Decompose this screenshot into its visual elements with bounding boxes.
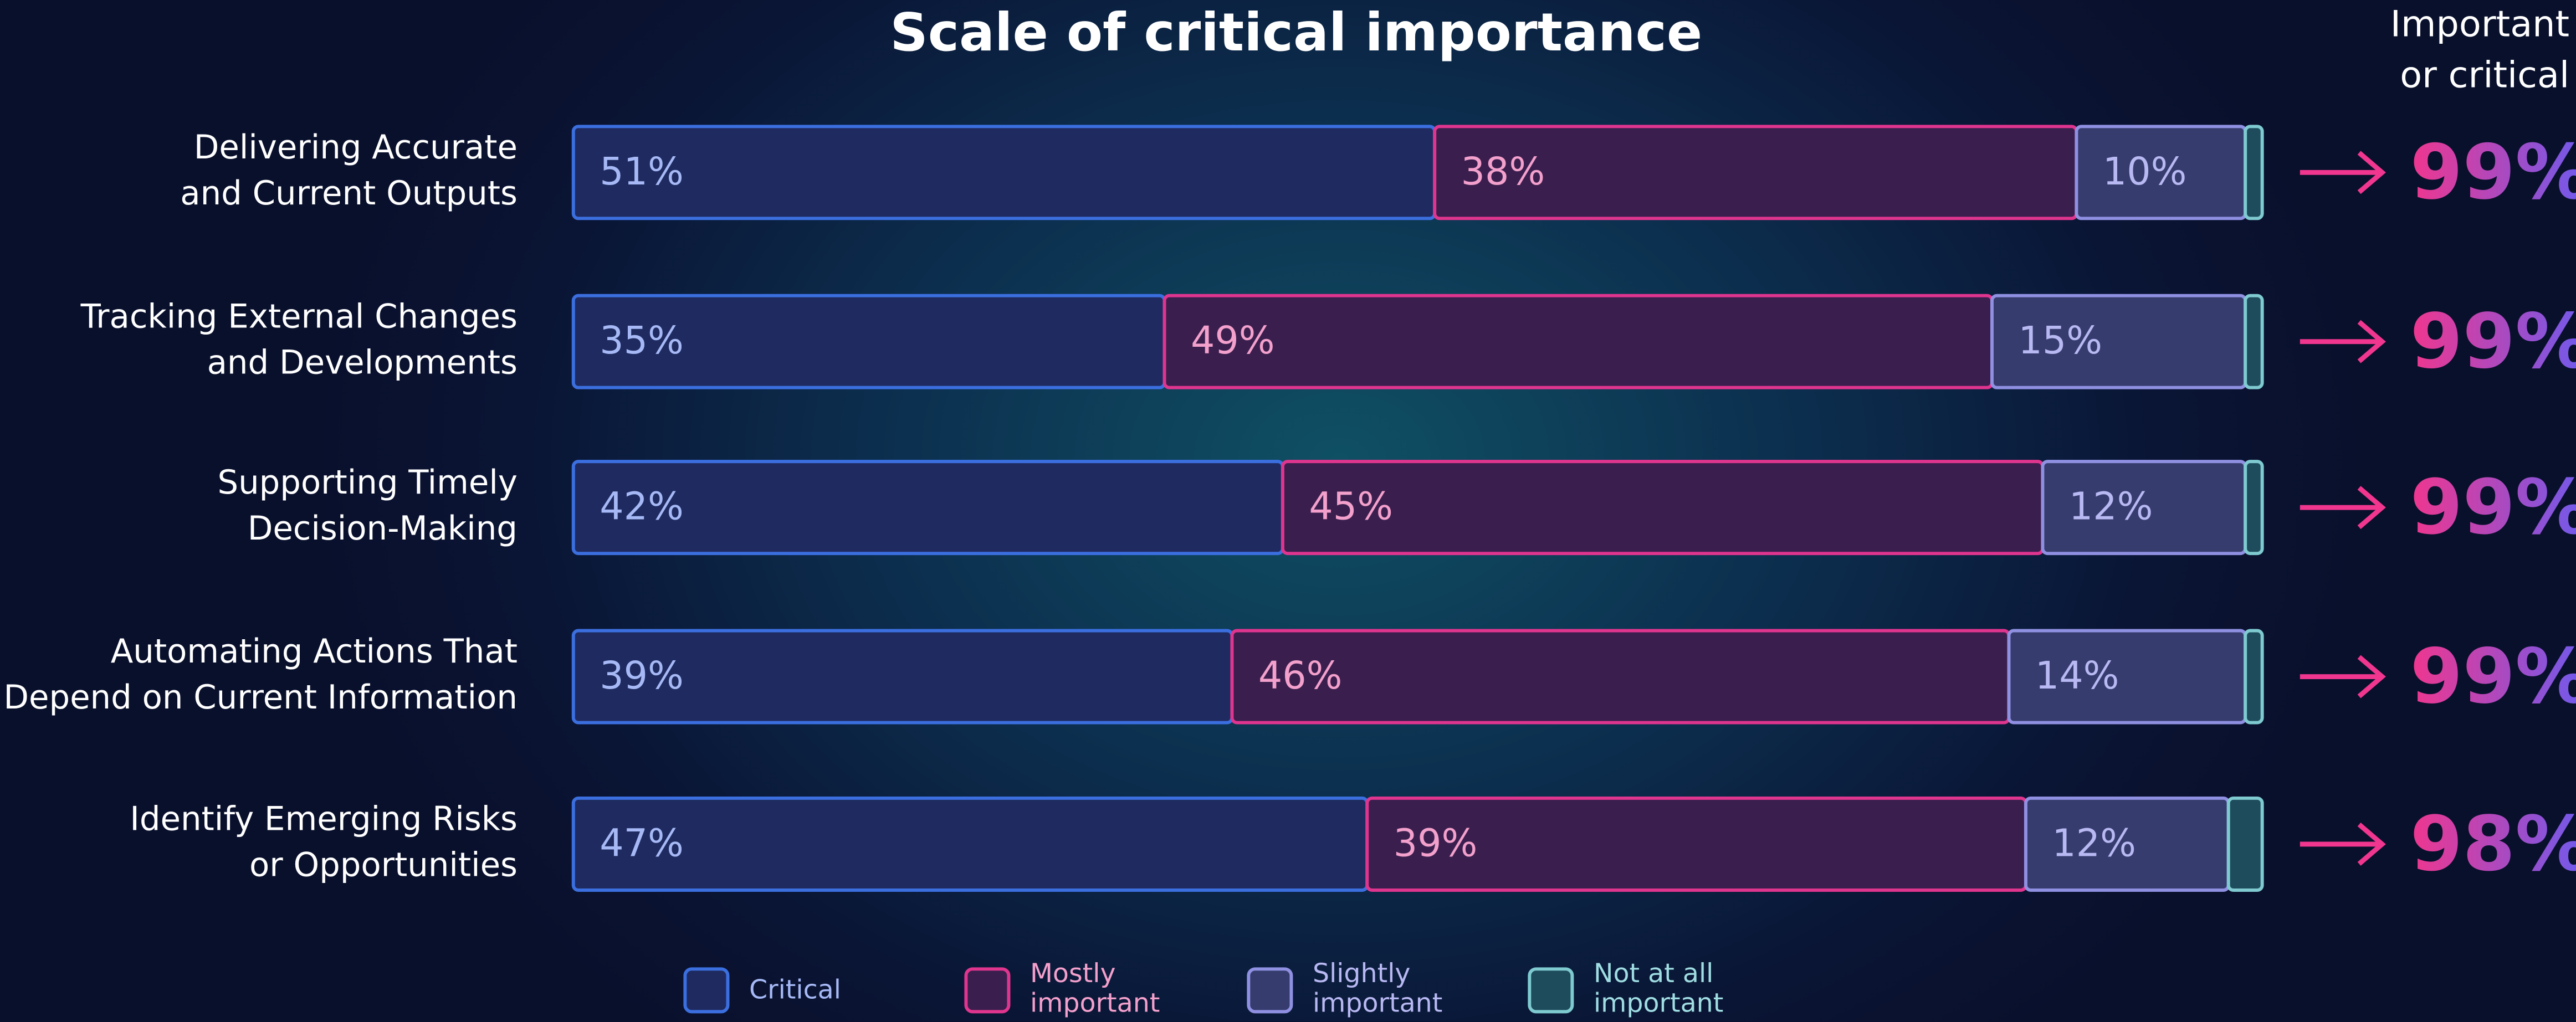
- total-label: 99%: [2410, 633, 2576, 721]
- value-label: 47%: [600, 821, 684, 865]
- arrow-head: [2357, 151, 2386, 194]
- value-label: 15%: [2018, 319, 2102, 363]
- value-label: 14%: [2035, 654, 2119, 698]
- bar-segment: [2244, 294, 2264, 389]
- arrow-head: [2357, 655, 2386, 699]
- value-label: 46%: [1258, 654, 1343, 698]
- value-label: 39%: [1394, 821, 1478, 865]
- category-label: Delivering Accurate: [194, 128, 518, 166]
- value-label: 42%: [600, 485, 684, 529]
- total-label: 99%: [2410, 297, 2576, 386]
- arrow-head: [2357, 823, 2386, 866]
- value-label: 45%: [1309, 485, 1393, 529]
- bar-segment: [571, 796, 1369, 892]
- arrow-head: [2357, 320, 2386, 363]
- bar-segment: [2226, 796, 2264, 892]
- total-label: 99%: [2410, 129, 2576, 217]
- bar-segment: [2244, 629, 2264, 725]
- bar-segment: [571, 125, 1437, 220]
- category-label: Identify Emerging Risks: [130, 800, 518, 838]
- legend-label: Slightly important: [1312, 957, 1443, 1019]
- totals-title: Important: [2390, 3, 2569, 45]
- total-label: 98%: [2410, 800, 2576, 888]
- category-label: Depend on Current Information: [3, 678, 518, 716]
- legend-swatch: [1247, 967, 1293, 1014]
- arrow-head: [2357, 486, 2386, 530]
- bar-segment: [1281, 460, 2045, 556]
- total-label: 99%: [2410, 464, 2576, 552]
- bar-segment: [1230, 629, 2011, 725]
- legend-swatch: [964, 967, 1011, 1014]
- category-label: Decision-Making: [248, 509, 518, 547]
- value-label: 38%: [1461, 150, 1545, 194]
- category-label: Supporting Timely: [217, 463, 518, 501]
- totals-title: or critical: [2400, 54, 2569, 96]
- category-label: and Current Outputs: [180, 174, 518, 212]
- value-label: 10%: [2103, 150, 2187, 194]
- bar-segment: [2244, 125, 2264, 220]
- legend-label: Not at all important: [1593, 957, 1724, 1019]
- category-label: and Developments: [207, 343, 518, 381]
- value-label: 39%: [600, 654, 684, 698]
- bar-segment: [1162, 294, 1994, 389]
- category-label: Tracking External Changes: [80, 297, 518, 335]
- value-label: 12%: [2069, 485, 2153, 529]
- value-label: 12%: [2052, 821, 2136, 865]
- bar-segment: [2244, 460, 2264, 556]
- category-label: Automating Actions That: [111, 632, 518, 670]
- legend-swatch: [1528, 967, 1574, 1014]
- category-label: or Opportunities: [249, 846, 518, 884]
- legend-label: Mostly important: [1030, 957, 1160, 1019]
- value-label: 35%: [600, 319, 684, 363]
- chart-title: Scale of critical importance: [890, 2, 1702, 63]
- legend-label: Critical: [749, 974, 841, 1005]
- legend-swatch: [683, 967, 730, 1014]
- value-label: 51%: [600, 150, 684, 194]
- value-label: 49%: [1191, 319, 1275, 363]
